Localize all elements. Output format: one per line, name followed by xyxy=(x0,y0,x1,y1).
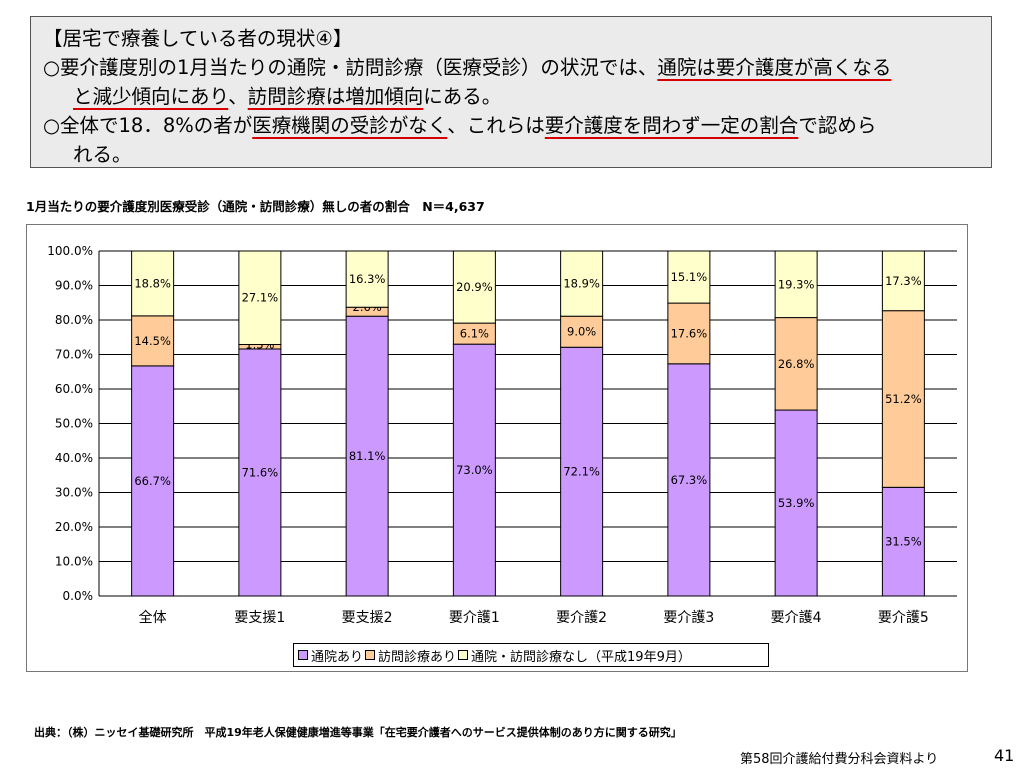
y-tick-label: 90.0% xyxy=(55,279,93,293)
summary-emphasis: と減少傾向にあり xyxy=(73,85,229,108)
x-tick-label: 要介護3 xyxy=(663,610,714,626)
data-label: 73.0% xyxy=(456,463,493,477)
data-label: 67.3% xyxy=(671,473,708,487)
bar-segment xyxy=(560,250,604,317)
summary-text: ○要介護度別の1月当たりの通院・訪問診療（医療受診）の状況では、 xyxy=(43,56,658,79)
summary-emphasis: 訪問診療は増加傾向 xyxy=(247,85,424,108)
data-label: 17.6% xyxy=(671,326,708,340)
summary-line: ○要介護度別の1月当たりの通院・訪問診療（医療受診）の状況では、通院は要介護度が… xyxy=(43,53,981,82)
data-label: 17.3% xyxy=(885,274,922,288)
data-label: 19.3% xyxy=(778,277,815,291)
x-tick-label: 要介護4 xyxy=(771,610,822,626)
data-label: 53.9% xyxy=(778,496,815,510)
source-note: 出典：（株）ニッセイ基礎研究所 平成19年老人保健健康増進等事業「在宅要介護者へ… xyxy=(34,726,682,739)
summary-line: ○全体で18．8%の者が医療機関の受診がなく、これらは要介護度を問わず一定の割合… xyxy=(43,111,981,140)
x-tick-label: 要介護5 xyxy=(878,610,929,626)
legend-label: 通院・訪問診療なし（平成19年9月） xyxy=(471,649,691,665)
legend-item-none: 通院・訪問診療なし（平成19年9月） xyxy=(458,646,691,665)
legend-item-visit: 通院あり xyxy=(298,646,363,665)
legend-swatch-none xyxy=(458,650,469,660)
data-label: 71.6% xyxy=(242,465,279,479)
bar-segment xyxy=(238,250,282,345)
bar-segment xyxy=(560,346,604,597)
x-tick-label: 要介護2 xyxy=(556,610,607,626)
bar-segment xyxy=(345,250,389,308)
data-label: 81.1% xyxy=(349,449,386,463)
bar-segment xyxy=(452,343,496,597)
footer-reference: 第58回介護給付費分科会資料より xyxy=(740,752,939,767)
summary-text: で認めら xyxy=(798,114,877,137)
chart-legend: 通院あり 訪問診療あり 通院・訪問診療なし（平成19年9月） xyxy=(293,643,769,667)
data-label: 18.9% xyxy=(563,277,600,291)
summary-line: と減少傾向にあり、訪問診療は増加傾向にある。 xyxy=(43,82,981,111)
summary-heading-text: 【居宅で療養している者の現状④】 xyxy=(43,27,353,50)
data-label: 26.8% xyxy=(778,357,815,371)
data-label: 9.0% xyxy=(567,325,596,339)
y-tick-label: 60.0% xyxy=(55,382,93,396)
y-tick-label: 30.0% xyxy=(55,486,93,500)
bar-segment xyxy=(881,250,925,312)
bar-segment xyxy=(560,315,604,348)
bar-segment xyxy=(452,250,496,324)
y-tick-label: 10.0% xyxy=(55,555,93,569)
summary-emphasis: 要介護度を問わず一定の割合 xyxy=(544,114,799,137)
x-tick-label: 全体 xyxy=(139,609,167,626)
data-label: 20.9% xyxy=(456,280,493,294)
y-tick-label: 0.0% xyxy=(63,589,94,603)
summary-box: 【居宅で療養している者の現状④】 ○要介護度別の1月当たりの通院・訪問診療（医療… xyxy=(30,16,992,168)
data-label: 27.1% xyxy=(242,291,279,305)
x-tick-label: 要支援1 xyxy=(234,610,285,626)
chart-title: 1月当たりの要介護度別医療受診（通院・訪問診療）無しの者の割合 N＝4,637 xyxy=(26,199,485,214)
legend-swatch-home-visit xyxy=(365,650,376,660)
data-label: 31.5% xyxy=(885,535,922,549)
data-label: 6.1% xyxy=(460,327,489,341)
legend-item-home-visit: 訪問診療あり xyxy=(365,646,456,665)
summary-emphasis: 医療機関の受診がなく xyxy=(252,114,448,137)
chart-frame: 0.0% 10.0% 20.0% 30.0% 40.0% 50.0% 60.0% 70.0% 8… xyxy=(26,224,968,672)
data-label: 14.5% xyxy=(134,334,171,348)
bar-segment xyxy=(131,365,175,597)
bar-segment xyxy=(881,310,925,488)
data-label: 72.1% xyxy=(563,465,600,479)
summary-text: ○全体で18．8%の者が xyxy=(43,114,253,137)
data-label: 66.7% xyxy=(134,474,171,488)
y-tick-label: 80.0% xyxy=(55,313,93,327)
data-label: 18.8% xyxy=(134,276,171,290)
summary-text: 、これらは xyxy=(447,114,545,137)
y-tick-label: 40.0% xyxy=(55,451,93,465)
y-tick-label: 100.0% xyxy=(47,244,93,258)
x-tick-label: 要介護1 xyxy=(449,610,500,626)
bar-segment xyxy=(667,250,711,304)
data-label: 16.3% xyxy=(349,272,386,286)
bar-segment xyxy=(667,302,711,365)
legend-label: 訪問診療あり xyxy=(378,649,457,665)
summary-heading: 【居宅で療養している者の現状④】 xyxy=(43,24,981,53)
y-tick-label: 50.0% xyxy=(55,417,93,431)
summary-text: れる。 xyxy=(73,143,132,166)
summary-emphasis: 通院は要介護度が高くなる xyxy=(657,56,892,79)
bar-segment xyxy=(774,409,818,597)
y-tick-label: 20.0% xyxy=(55,520,93,534)
summary-text: 、 xyxy=(228,85,248,108)
summary-line: れる。 xyxy=(43,140,981,169)
bar-segment xyxy=(774,250,818,319)
data-label: 15.1% xyxy=(671,270,708,284)
legend-swatch-visit xyxy=(298,650,308,660)
bar-segment xyxy=(881,486,925,597)
summary-text: にある。 xyxy=(423,85,502,108)
bar-segment xyxy=(667,363,711,597)
stacked-bar-chart: 0.0% 10.0% 20.0% 30.0% 40.0% 50.0% 60.0% 70.0% 8… xyxy=(47,244,957,626)
page-number: 41 xyxy=(994,746,1015,765)
x-tick-label: 要支援2 xyxy=(342,610,393,626)
data-label: 51.2% xyxy=(885,392,922,406)
y-tick-label: 70.0% xyxy=(55,348,93,362)
bar-segment xyxy=(131,250,175,317)
legend-label: 通院あり xyxy=(311,649,364,665)
